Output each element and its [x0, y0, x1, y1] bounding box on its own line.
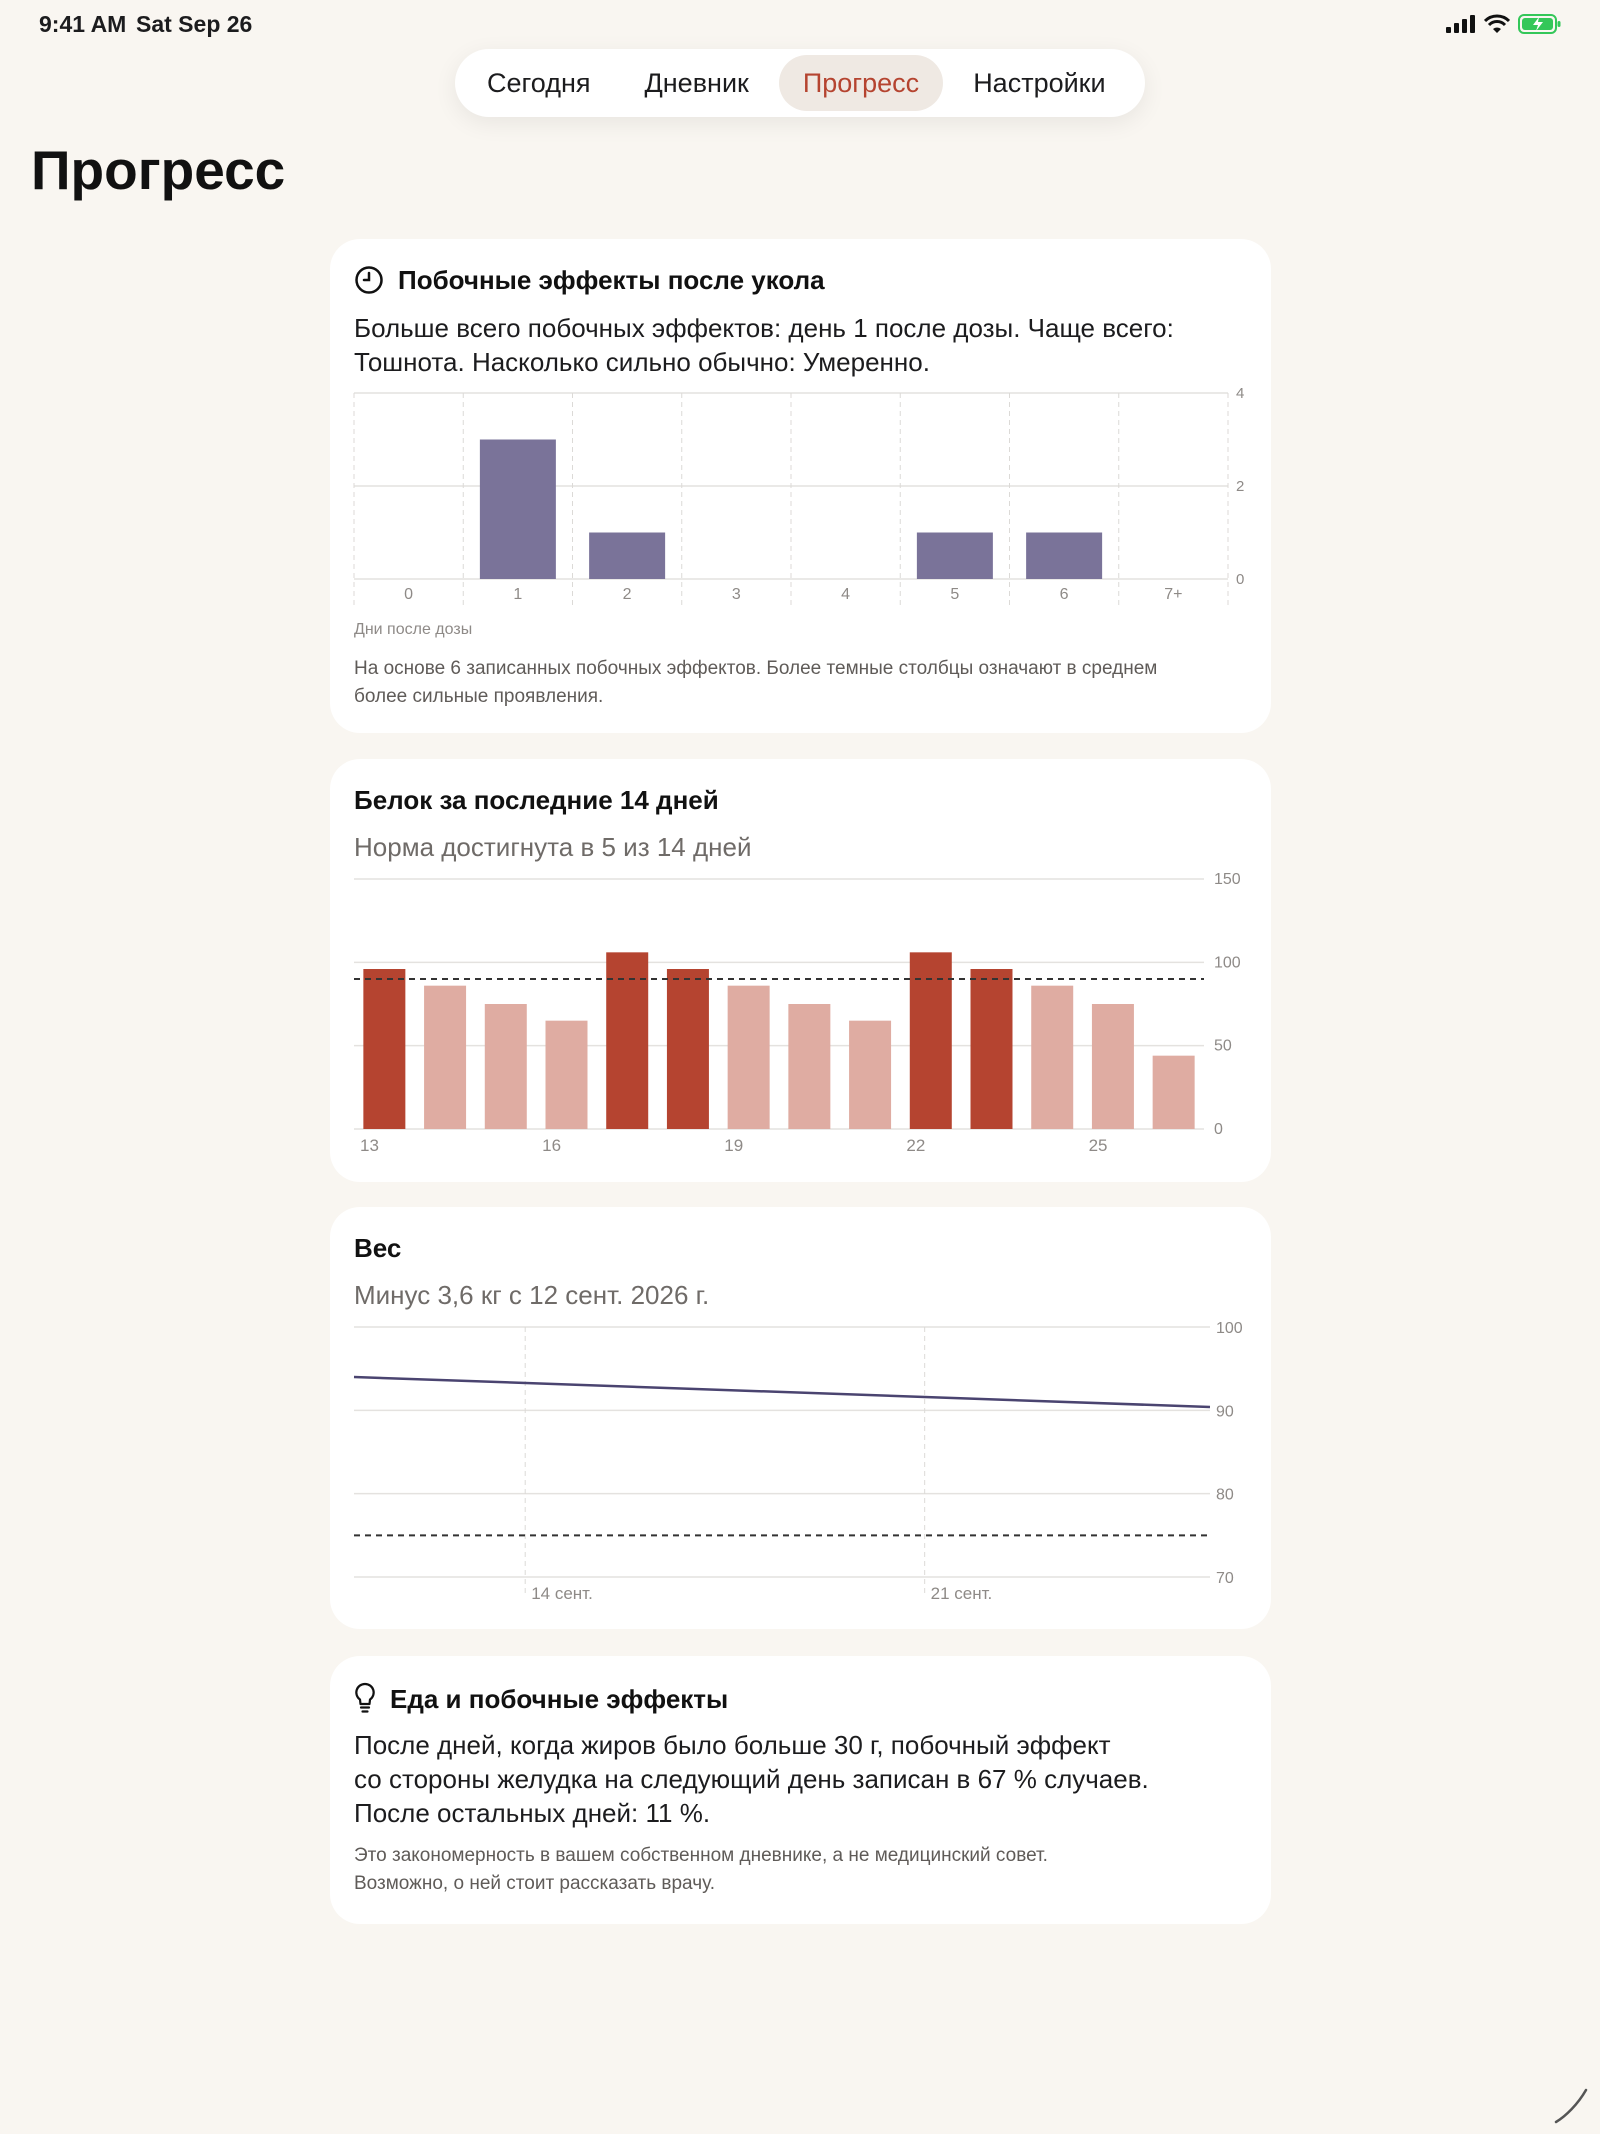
side-effects-note-line2: более сильные проявления.: [354, 686, 604, 707]
protein-chart-ytick-label: 150: [1214, 871, 1241, 888]
weight-series-line: [353, 1375, 1211, 1409]
top-nav: Сегодня Дневник Прогресс Настройки: [455, 49, 1145, 117]
side-chart-xtick-label: 7+: [1164, 586, 1182, 603]
protein-chart-xtick-label: 16: [542, 1136, 561, 1155]
protein-chart-xtick-label: 22: [906, 1136, 925, 1155]
weight-chart-ytick-label: 90: [1216, 1403, 1234, 1420]
side-effects-chart: 0 2 4 0 1 2 3 4 5 6 7+ Дни после дозы: [353, 385, 1244, 638]
side-chart-ytick-label: 4: [1236, 385, 1244, 402]
side-chart-xtick-label: 1: [513, 586, 522, 603]
protein-chart-bar: [606, 952, 649, 1129]
protein-chart-xtick-label: 19: [724, 1136, 743, 1155]
protein-chart-bar: [909, 952, 952, 1129]
weight-chart-ytick-label: 100: [1216, 1320, 1243, 1337]
weight-chart: 70 80 90 100 14 сент. 21 сент.: [353, 1320, 1243, 1603]
weight-title: Вес: [354, 1233, 402, 1263]
side-chart-bar: [589, 532, 666, 579]
cellular-signal-icon: [1446, 15, 1475, 33]
weight-chart-ytick-label: 70: [1216, 1570, 1234, 1587]
status-time: 9:41 AM: [39, 11, 127, 37]
weight-card: Вес Минус 3,6 кг с 12 сент. 2026 г. 70 80…: [330, 1207, 1271, 1629]
tab-settings[interactable]: Настройки: [973, 67, 1106, 98]
wifi-icon: [1484, 14, 1510, 33]
protein-chart-bar: [484, 1004, 527, 1129]
food-card: Еда и побочные эффекты После дней, когда…: [330, 1656, 1271, 1924]
protein-chart-xtick-label: 25: [1089, 1136, 1108, 1155]
protein-chart-bar: [424, 985, 467, 1129]
protein-chart-bar: [1031, 985, 1074, 1129]
protein-chart-bar: [849, 1020, 892, 1129]
food-line2: со стороны желудка на следующий день зап…: [354, 1764, 1149, 1794]
protein-chart-bar: [1152, 1055, 1195, 1129]
weight-subtitle: Минус 3,6 кг с 12 сент. 2026 г.: [354, 1280, 710, 1310]
food-note-line1: Это закономерность в вашем собственном д…: [354, 1845, 1048, 1866]
side-effects-card: Побочные эффекты после укола Больше всег…: [330, 239, 1271, 733]
food-title: Еда и побочные эффекты: [390, 1684, 729, 1714]
protein-chart-ytick-label: 0: [1214, 1121, 1223, 1138]
status-icons: [1446, 13, 1562, 35]
side-chart-xtick-label: 6: [1060, 586, 1069, 603]
side-effects-summary-line2: Тошнота. Насколько сильно обычно: Умерен…: [354, 347, 930, 377]
side-effects-title: Побочные эффекты после укола: [398, 265, 825, 295]
protein-card: Белок за последние 14 дней Норма достигн…: [330, 759, 1271, 1182]
status-date: Sat Sep 26: [136, 11, 253, 37]
side-chart-bar: [1026, 532, 1103, 579]
tab-diary[interactable]: Дневник: [644, 67, 749, 98]
lightbulb-icon: [355, 1682, 375, 1713]
side-chart-xtick-label: 5: [950, 586, 959, 603]
status-bar: 9:41 AM Sat Sep 26: [0, 0, 1600, 50]
battery-charging-icon: [1518, 14, 1561, 34]
side-chart-xtick-label: 2: [623, 586, 632, 603]
side-chart-ytick-label: 2: [1236, 478, 1244, 495]
side-chart-bar: [916, 532, 993, 579]
tab-progress[interactable]: Прогресс: [778, 55, 944, 111]
protein-chart-xtick-label: 13: [360, 1136, 379, 1155]
food-line3: После остальных дней: 11 %.: [354, 1798, 711, 1828]
clock-icon: [355, 266, 383, 294]
protein-subtitle: Норма достигнута в 5 из 14 дней: [354, 832, 752, 862]
protein-chart: 0 50 100 150 13 16 19 22 25: [354, 871, 1241, 1155]
page-title: Прогресс: [31, 139, 286, 201]
side-chart-xlabel: Дни после дозы: [354, 621, 472, 638]
protein-chart-bar: [727, 985, 770, 1129]
food-line1: После дней, когда жиров было больше 30 г…: [354, 1730, 1111, 1760]
weight-chart-xtick-label: 14 сент.: [531, 1584, 593, 1603]
protein-chart-ytick-label: 100: [1214, 954, 1241, 971]
side-chart-xtick-label: 3: [732, 586, 741, 603]
weight-chart-ytick-label: 80: [1216, 1487, 1234, 1504]
protein-chart-bar: [545, 1020, 588, 1129]
protein-chart-bar: [363, 969, 406, 1129]
protein-chart-bar: [1091, 1004, 1134, 1129]
side-effects-summary-line1: Больше всего побочных эффектов: день 1 п…: [354, 313, 1174, 343]
protein-chart-ytick-label: 50: [1214, 1038, 1232, 1055]
protein-chart-bar: [970, 969, 1013, 1129]
food-note-line2: Возможно, о ней стоит рассказать врачу.: [354, 1873, 715, 1894]
tab-today[interactable]: Сегодня: [487, 67, 591, 98]
side-chart-ytick-label: 0: [1236, 571, 1244, 588]
side-chart-xtick-label: 4: [841, 586, 850, 603]
side-effects-note-line1: На основе 6 записанных побочных эффектов…: [354, 658, 1158, 679]
side-chart-bar: [479, 439, 556, 579]
protein-title: Белок за последние 14 дней: [354, 785, 719, 815]
side-chart-xtick-label: 0: [404, 586, 413, 603]
protein-chart-bar: [666, 969, 709, 1129]
protein-chart-bar: [788, 1004, 831, 1129]
scribble-handle-icon: [1554, 2088, 1588, 2124]
weight-chart-xtick-label: 21 сент.: [931, 1584, 993, 1603]
